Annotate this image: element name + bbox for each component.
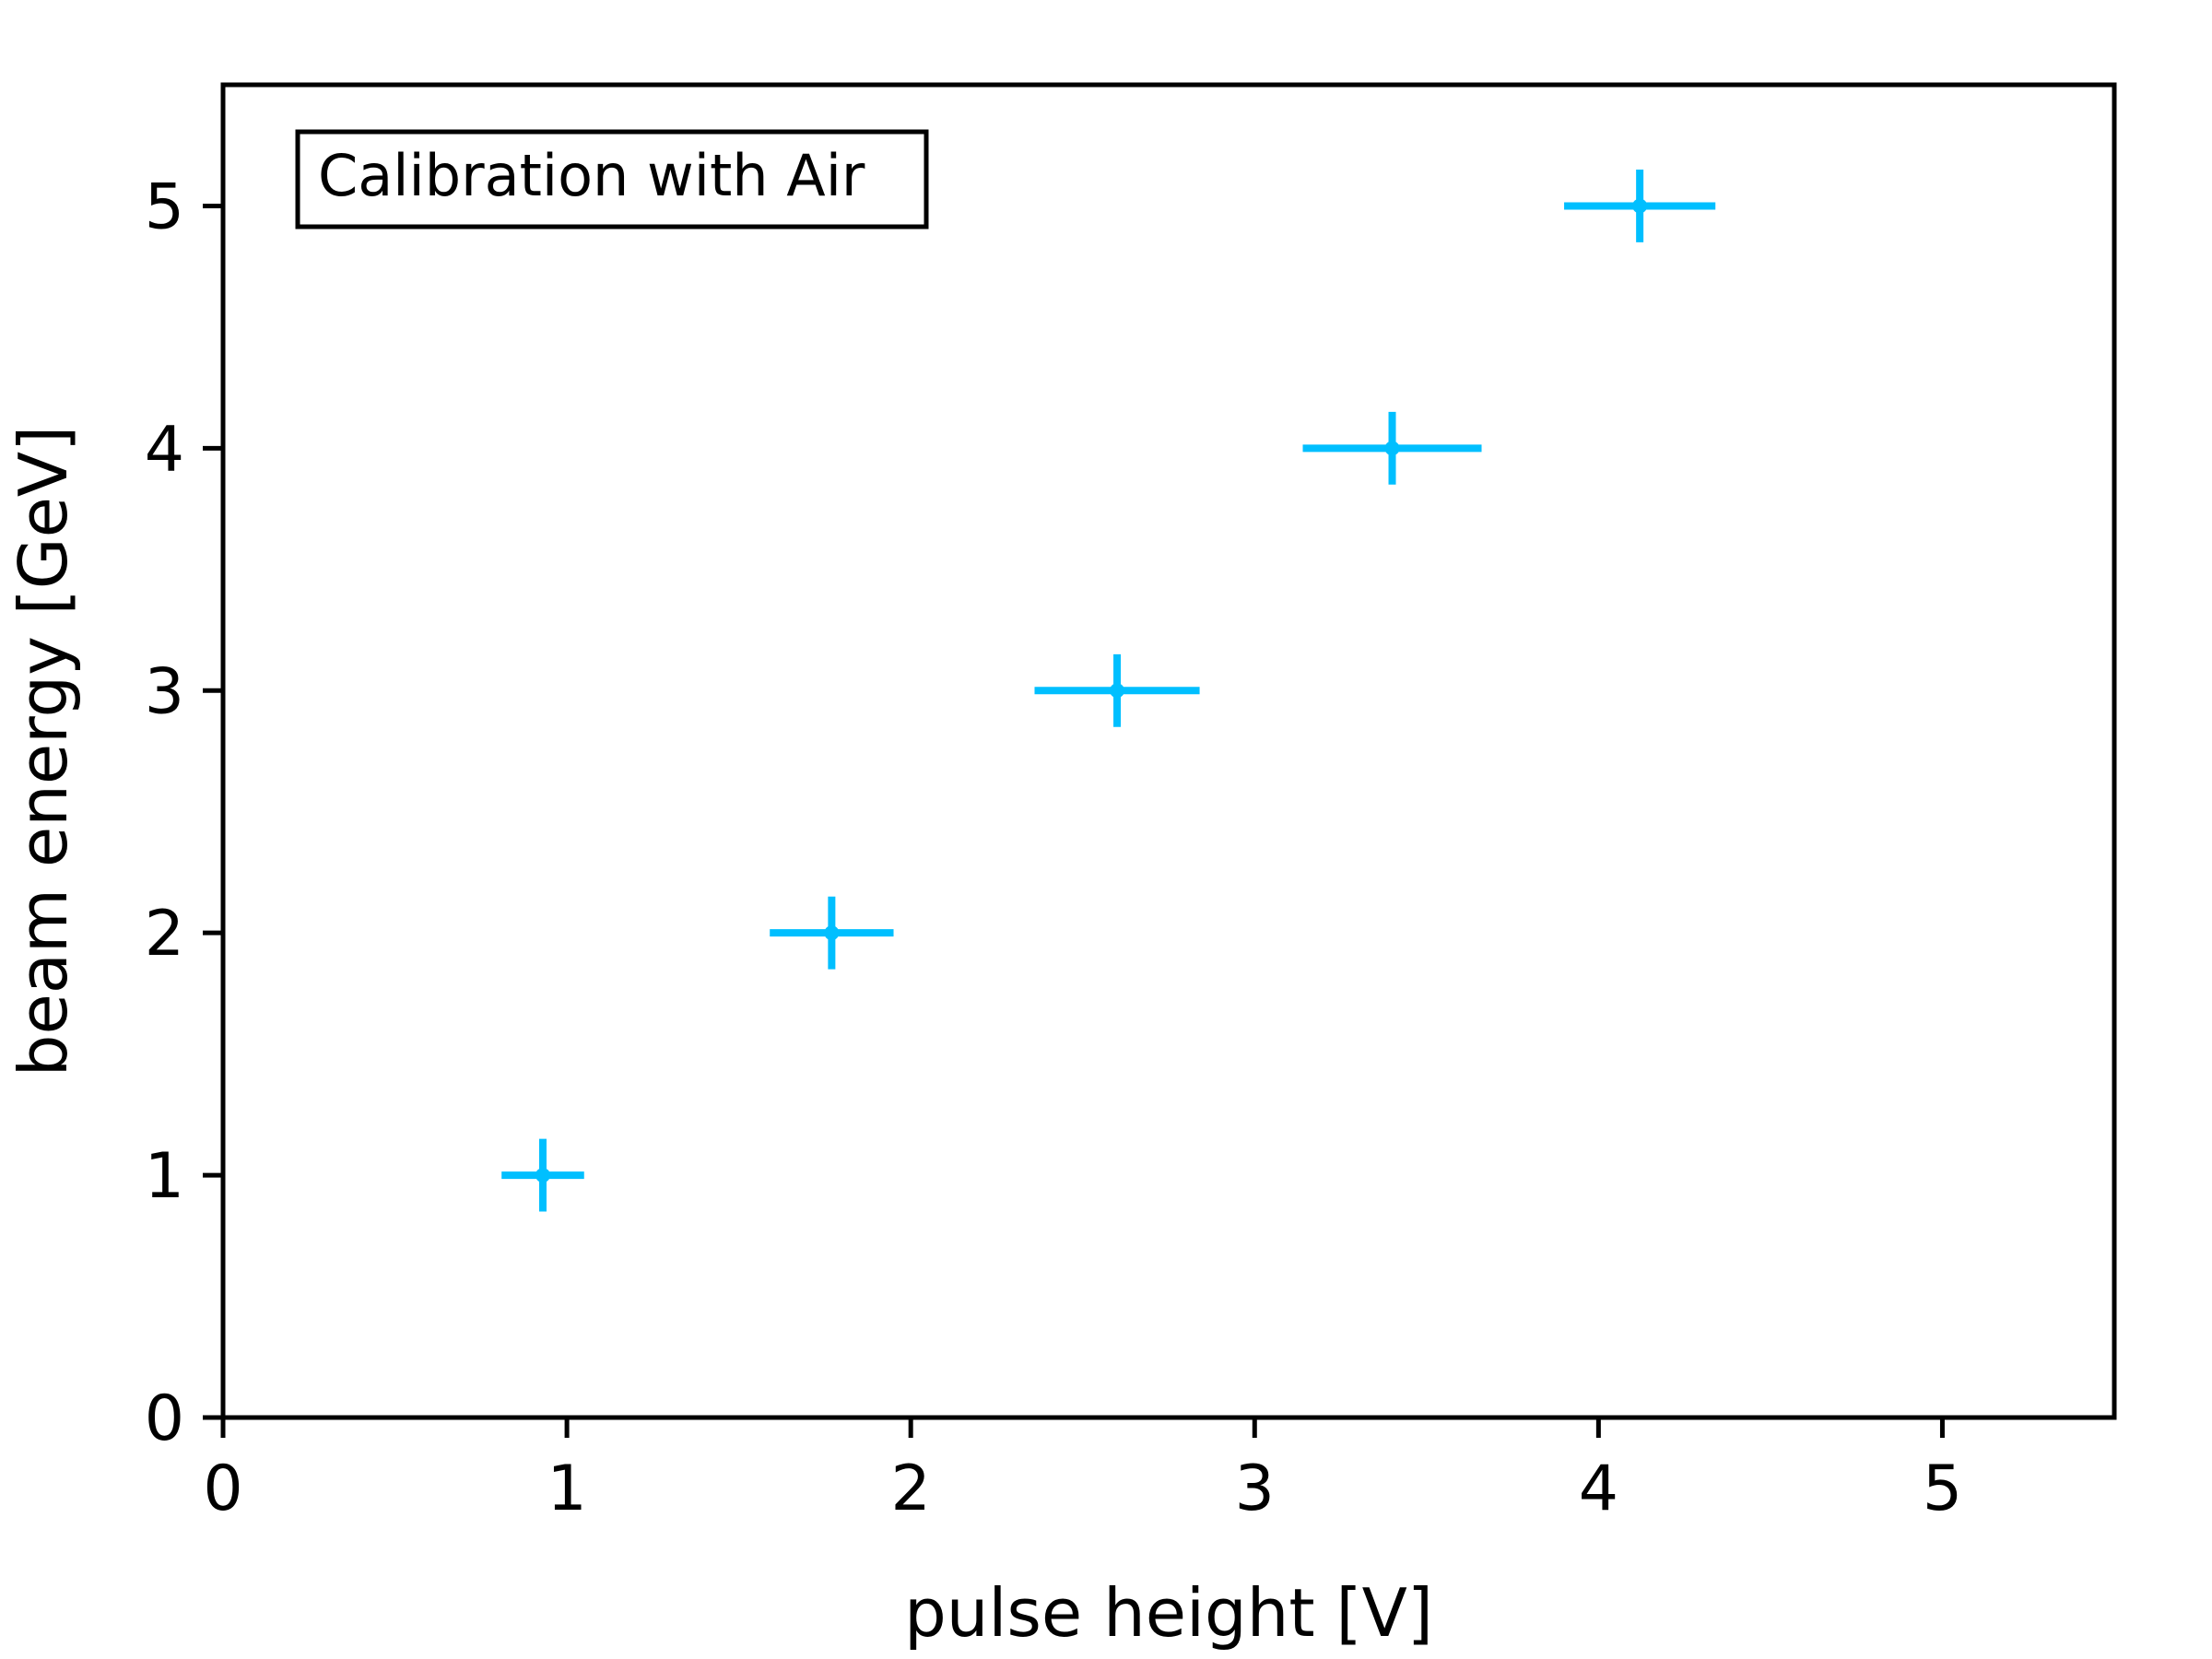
point-marker bbox=[1632, 198, 1648, 214]
x-tick-label: 0 bbox=[203, 1453, 242, 1525]
point-marker bbox=[535, 1168, 550, 1183]
y-tick-label: 5 bbox=[145, 171, 184, 243]
point-marker bbox=[1110, 683, 1125, 699]
data-point bbox=[1034, 653, 1200, 727]
data-point bbox=[770, 896, 894, 970]
point-marker bbox=[824, 925, 840, 941]
data-point bbox=[1564, 170, 1716, 242]
data-point bbox=[1302, 411, 1482, 485]
y-tick-label: 0 bbox=[145, 1382, 184, 1455]
y-axis: 0 1 2 3 4 5 bbox=[145, 171, 223, 1455]
y-tick-label: 4 bbox=[145, 413, 184, 486]
x-tick-label: 1 bbox=[547, 1453, 586, 1525]
plot-frame bbox=[220, 82, 2117, 1420]
annotation-label: Calibration with Air bbox=[318, 142, 865, 209]
point-marker bbox=[1384, 441, 1400, 456]
y-tick-label: 2 bbox=[145, 898, 184, 971]
annotation-frame bbox=[295, 129, 929, 229]
plot-area bbox=[220, 82, 2117, 1420]
y-tick-label: 1 bbox=[145, 1140, 184, 1213]
data-point bbox=[501, 1138, 584, 1212]
x-axis-label: pulse height [V] bbox=[904, 1574, 1433, 1652]
y-axis-label: beam energy [GeV] bbox=[5, 426, 82, 1077]
data-series bbox=[501, 170, 1716, 1212]
y-tick-label: 3 bbox=[145, 655, 184, 728]
x-tick-label: 4 bbox=[1579, 1453, 1618, 1525]
x-tick-label: 5 bbox=[1923, 1453, 1962, 1525]
x-tick-label: 3 bbox=[1235, 1453, 1275, 1525]
x-axis: 0 1 2 3 4 5 bbox=[203, 1418, 1962, 1525]
annotation-box: Calibration with Air bbox=[295, 129, 929, 229]
x-tick-label: 2 bbox=[891, 1453, 931, 1525]
